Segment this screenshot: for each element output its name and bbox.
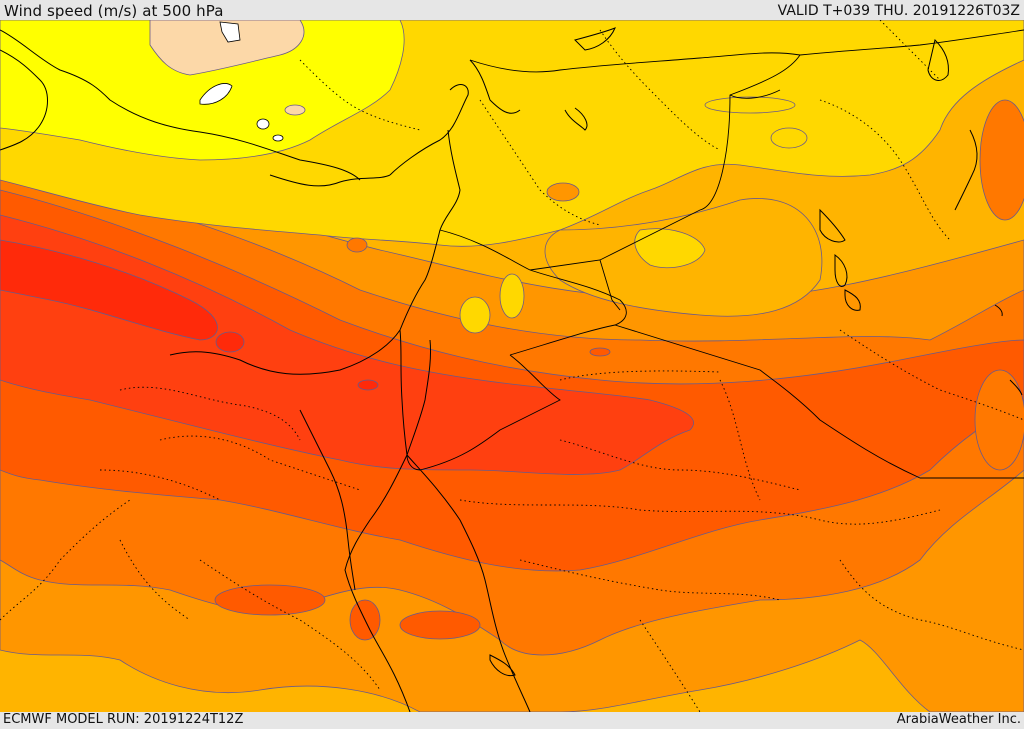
- wind-band-pale-peach: [149, 20, 305, 76]
- wind-patch-10: [979, 99, 1024, 221]
- credit-label: ArabiaWeather Inc.: [896, 712, 1021, 727]
- wind-patch-2: [546, 182, 580, 202]
- wind-speed-map: [0, 20, 1024, 712]
- wind-patch-7: [215, 331, 245, 353]
- lake-4: [272, 134, 284, 142]
- wind-patch-1: [770, 127, 808, 149]
- map-title: Wind speed (m/s) at 500 hPa: [4, 2, 224, 20]
- wind-patch-4: [214, 584, 326, 616]
- wind-patch-3: [346, 237, 368, 253]
- wind-band-red-jet: [0, 239, 218, 341]
- wind-patch-5: [399, 610, 481, 640]
- wind-patch-9: [589, 347, 611, 357]
- wind-band-gold-cell: [634, 228, 706, 269]
- wind-patch-12: [704, 96, 796, 114]
- valid-time: VALID T+039 THU. 20191226T03Z: [777, 3, 1020, 19]
- wind-band-orange-red: [0, 214, 694, 475]
- coastlines: [0, 27, 1023, 712]
- wind-patch-11: [974, 369, 1024, 471]
- footer-bar: ECMWF MODEL RUN: 20191224T12Z ArabiaWeat…: [0, 712, 1024, 729]
- wind-band-red-orange: [0, 189, 1024, 572]
- country-borders: [406, 29, 1024, 479]
- wind-patch-8: [357, 379, 379, 391]
- lake-5: [284, 104, 306, 116]
- lake-2: [199, 83, 233, 105]
- wind-band-yellow: [0, 20, 405, 161]
- lake-3: [256, 118, 270, 130]
- wind-patch-14: [499, 273, 525, 319]
- internal-boundaries: [0, 20, 1024, 712]
- lake-1: [219, 21, 241, 43]
- model-run-label: ECMWF MODEL RUN: 20191224T12Z: [3, 712, 244, 727]
- wind-patch-13: [459, 296, 491, 334]
- header-bar: Wind speed (m/s) at 500 hPa VALID T+039 …: [0, 0, 1024, 20]
